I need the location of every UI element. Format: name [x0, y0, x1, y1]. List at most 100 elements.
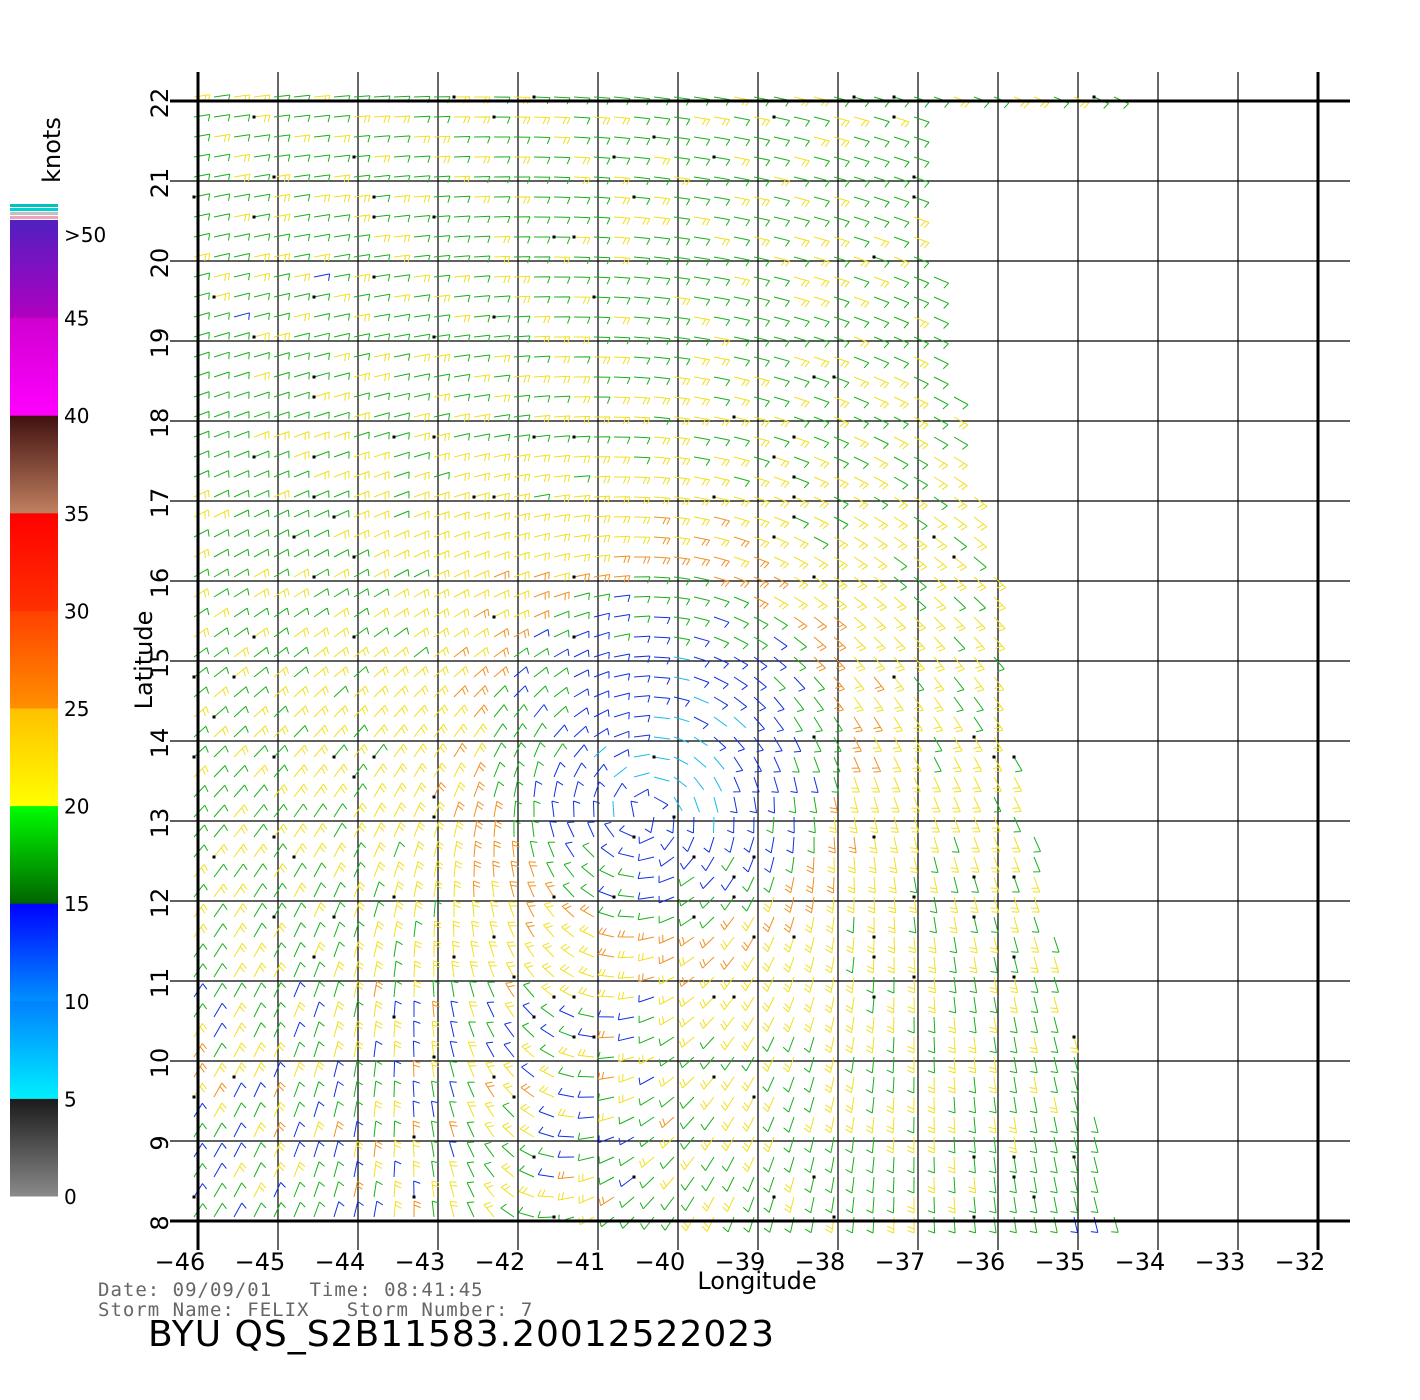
wind-barb — [680, 1196, 695, 1211]
wind-barb — [793, 116, 811, 127]
wind-barb — [540, 1023, 555, 1038]
wind-barb — [1009, 996, 1018, 1014]
wind-barb — [825, 1216, 835, 1234]
wind-barb — [833, 596, 848, 611]
wind-barb — [193, 470, 210, 478]
wind-barb — [869, 816, 879, 834]
wind-barb — [449, 1061, 457, 1078]
wind-barb — [1012, 796, 1022, 813]
wind-barb — [353, 174, 371, 183]
wind-barb — [653, 736, 670, 740]
rain-flag — [372, 275, 376, 279]
wind-barb — [828, 816, 837, 834]
wind-barb — [1070, 1136, 1079, 1154]
wind-barb — [333, 685, 349, 698]
wind-barb — [762, 1116, 775, 1133]
wind-barb — [513, 116, 531, 124]
wind-barb — [450, 1000, 458, 1018]
wind-barb — [373, 841, 386, 858]
wind-barb — [193, 963, 208, 978]
wind-barb — [633, 356, 651, 365]
wind-barb — [593, 515, 611, 523]
wind-barb — [333, 588, 350, 598]
wind-barb — [720, 1056, 735, 1071]
wind-barb — [253, 902, 267, 918]
wind-barb — [513, 551, 530, 561]
wind-barb — [313, 332, 330, 341]
wind-barb — [393, 294, 411, 303]
wind-barb — [933, 516, 948, 531]
wind-barb — [673, 336, 691, 346]
wind-barb — [453, 840, 464, 858]
wind-barb — [253, 1042, 267, 1058]
wind-barb — [753, 216, 771, 227]
wind-barb — [853, 436, 869, 449]
wind-barb — [493, 196, 511, 204]
y-tick-label: 15 — [146, 648, 174, 679]
wind-barb — [873, 396, 889, 409]
wind-barb — [593, 356, 611, 364]
wind-barb — [693, 496, 711, 507]
rain-flag — [372, 195, 376, 199]
wind-barb — [353, 685, 369, 698]
wind-barb — [433, 530, 450, 540]
wind-barb — [953, 396, 969, 410]
wind-barb — [453, 116, 471, 124]
wind-barb — [433, 900, 442, 918]
wind-barb — [577, 1090, 595, 1098]
wind-barb — [557, 1108, 575, 1118]
wind-barb — [542, 942, 555, 958]
wind-barb — [813, 716, 823, 733]
wind-barb — [784, 1216, 795, 1234]
wind-barb — [813, 496, 829, 509]
wind-barb — [971, 876, 979, 893]
rain-flag — [752, 855, 756, 859]
wind-barb — [233, 332, 250, 340]
wind-barb — [773, 656, 787, 672]
wind-barb — [597, 1030, 615, 1039]
wind-barb — [412, 1040, 421, 1058]
wind-barb — [948, 996, 957, 1014]
wind-barb — [931, 776, 942, 793]
wind-barb — [513, 473, 531, 482]
wind-barb — [613, 594, 631, 603]
wind-barb — [393, 841, 406, 858]
wind-barb — [253, 1142, 267, 1158]
wind-barb — [253, 272, 271, 282]
wind-barb — [553, 276, 571, 284]
wind-barb — [1030, 936, 1040, 953]
wind-barb — [333, 882, 346, 898]
wind-barb — [273, 431, 290, 440]
wind-barb — [453, 175, 471, 184]
colorbar-tick-label: 10 — [64, 990, 89, 1014]
wind-barb — [912, 736, 923, 753]
wind-barb — [333, 214, 351, 222]
wind-barb — [853, 276, 870, 288]
wind-barb — [493, 800, 504, 818]
wind-barb — [952, 836, 960, 853]
wind-barb — [989, 936, 999, 954]
wind-barb — [833, 476, 849, 489]
wind-barb — [233, 114, 251, 122]
wind-barb — [927, 1056, 935, 1074]
wind-barb — [213, 312, 230, 320]
wind-barb — [741, 1076, 755, 1092]
wind-barb — [873, 516, 889, 530]
wind-barb — [713, 656, 729, 669]
wind-barb — [893, 416, 909, 430]
wind-barb — [526, 901, 536, 918]
wind-barb — [413, 1020, 421, 1038]
wind-barb — [293, 134, 311, 143]
wind-barb — [888, 876, 897, 894]
wind-barb — [553, 724, 569, 738]
wind-barb — [782, 1016, 795, 1033]
wind-barb — [673, 236, 691, 246]
wind-barb — [619, 825, 635, 838]
colorbar-tick-label: 25 — [64, 697, 89, 721]
wind-barb — [693, 596, 711, 607]
wind-barb — [1030, 996, 1039, 1013]
wind-barb — [853, 256, 870, 268]
wind-barb — [293, 273, 311, 282]
wind-barb — [678, 956, 695, 967]
wind-barb — [679, 1096, 695, 1109]
